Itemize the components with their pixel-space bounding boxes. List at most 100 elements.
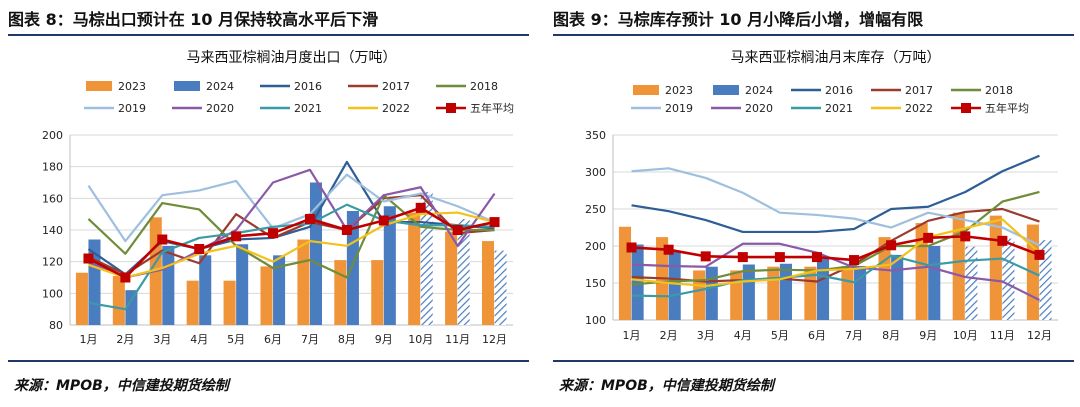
legend-label-2020: 2020 — [745, 102, 773, 115]
y-tick-label: 300 — [585, 166, 606, 179]
stock-chart: 马来西亚棕榈油月末库存（万吨） 2023 2024 2016 2017 2018 2019 2… — [585, 50, 1058, 342]
bar-2023 — [481, 241, 495, 325]
legend-swatch-2024 — [174, 81, 200, 91]
x-tick-label: 2月 — [116, 333, 134, 346]
five-year-avg-marker — [663, 244, 674, 255]
title-rule — [8, 34, 529, 36]
five-year-avg-marker — [194, 244, 205, 254]
legend-label-2016: 2016 — [825, 84, 853, 97]
legend-label-2021: 2021 — [825, 102, 853, 115]
legend-label-2018: 2018 — [985, 84, 1013, 97]
five-year-avg-marker — [1034, 249, 1045, 260]
bar-2024 — [705, 266, 718, 320]
five-year-avg-marker — [378, 215, 389, 226]
bar-2024 — [631, 244, 644, 320]
five-year-avg-marker — [489, 217, 500, 228]
x-tick-label: 7月 — [301, 333, 319, 346]
series-line-five-year-avg — [87, 206, 495, 279]
legend-label-2024: 2024 — [206, 80, 234, 93]
x-tick-label: 4月 — [190, 333, 208, 346]
legend-marker-five-year-avg — [961, 103, 971, 113]
five-year-avg-marker — [700, 251, 711, 262]
series-line-2022 — [631, 218, 1041, 288]
five-year-avg-marker — [415, 202, 426, 213]
bar-2023 — [260, 266, 273, 325]
legend-label-2020: 2020 — [206, 102, 234, 115]
series-line-2021 — [631, 254, 1040, 298]
legend-label-2022: 2022 — [382, 102, 410, 115]
bar-2024 — [236, 244, 249, 325]
bar-2023 — [693, 270, 706, 320]
legend-label-2021: 2021 — [294, 102, 322, 115]
x-tick-label: 10月 — [408, 333, 433, 346]
title-rule — [553, 34, 1074, 36]
x-tick-label: 1月 — [79, 333, 97, 346]
bar-2023 — [112, 275, 125, 325]
series-line-2016 — [87, 160, 495, 276]
bar-2024 — [383, 206, 396, 325]
legend-label-2017: 2017 — [905, 84, 933, 97]
x-tick-label: 8月 — [882, 329, 900, 342]
legend-label-2016: 2016 — [294, 80, 322, 93]
bar-2023 — [841, 265, 854, 320]
legend-label-2019: 2019 — [118, 102, 146, 115]
legend-swatch-2023 — [633, 85, 659, 95]
five-year-avg-marker — [452, 225, 463, 235]
series-line-2020 — [88, 168, 496, 279]
x-tick-label: 8月 — [338, 333, 356, 346]
bar-2024 — [816, 258, 830, 320]
five-year-avg-marker — [997, 235, 1008, 246]
x-tick-label: 6月 — [808, 329, 826, 342]
bar-2023 — [445, 231, 458, 325]
five-year-avg-marker — [886, 240, 897, 251]
bar-2024 — [494, 250, 507, 325]
export-chart: 马来西亚棕榈油月度出口（万吨） 2023 2024 2016 2017 2018 2019 2… — [42, 50, 514, 346]
five-year-avg-marker — [304, 213, 315, 224]
five-year-avg-marker — [83, 253, 94, 264]
x-tick-label: 5月 — [227, 333, 245, 346]
bar-2024 — [965, 246, 978, 320]
legend-swatch-2023 — [86, 81, 112, 91]
y-tick-label: 140 — [42, 224, 63, 237]
legend-label-five-year-avg: 五年平均 — [470, 101, 514, 115]
y-tick-label: 250 — [585, 203, 606, 216]
x-tick-label: 4月 — [734, 329, 752, 342]
five-year-avg-marker — [157, 234, 168, 245]
bar-2023 — [223, 280, 236, 325]
bar-2023 — [334, 260, 347, 325]
bar-2023 — [915, 223, 928, 320]
x-tick-label: 9月 — [919, 329, 937, 342]
bar-2024 — [162, 245, 175, 325]
series-line-2016 — [631, 154, 1040, 234]
x-tick-label: 11月 — [445, 333, 470, 346]
figure-9-title: 图表 9：马棕库存预计 10 月小降后小增，增幅有限 — [553, 10, 924, 29]
series-line-2017 — [87, 194, 495, 276]
x-tick-label: 12月 — [482, 333, 507, 346]
source-note: 来源：MPOB，中信建投期货绘制 — [559, 378, 774, 394]
bar-2024 — [199, 255, 212, 325]
bar-2024 — [1002, 238, 1015, 320]
bar-2023 — [767, 266, 780, 320]
series-line-2019 — [631, 167, 1040, 247]
legend-label-2023: 2023 — [665, 84, 693, 97]
figure-8-title: 图表 8：马棕出口预计在 10 月保持较高水平后下滑 — [8, 10, 379, 29]
bar-2024 — [457, 218, 470, 325]
chart-title: 马来西亚棕榈油月度出口（万吨） — [187, 50, 397, 66]
five-year-avg-marker — [774, 252, 785, 263]
bar-2023 — [186, 280, 199, 325]
five-year-avg-marker — [849, 255, 860, 266]
legend-label-2024: 2024 — [745, 84, 773, 97]
series-line-2018 — [87, 194, 495, 279]
five-year-avg-marker — [626, 242, 637, 253]
footer-rule — [8, 360, 529, 362]
x-tick-label: 2月 — [660, 329, 678, 342]
bar-2023 — [408, 212, 421, 325]
y-tick-label: 150 — [585, 277, 606, 290]
bar-2023 — [371, 260, 384, 325]
y-tick-label: 80 — [49, 319, 63, 332]
five-year-avg-marker — [960, 231, 971, 242]
bar-2023 — [730, 270, 743, 320]
legend-label-2022: 2022 — [905, 102, 933, 115]
series-line-2020 — [631, 242, 1040, 302]
bar-2023 — [989, 215, 1002, 320]
